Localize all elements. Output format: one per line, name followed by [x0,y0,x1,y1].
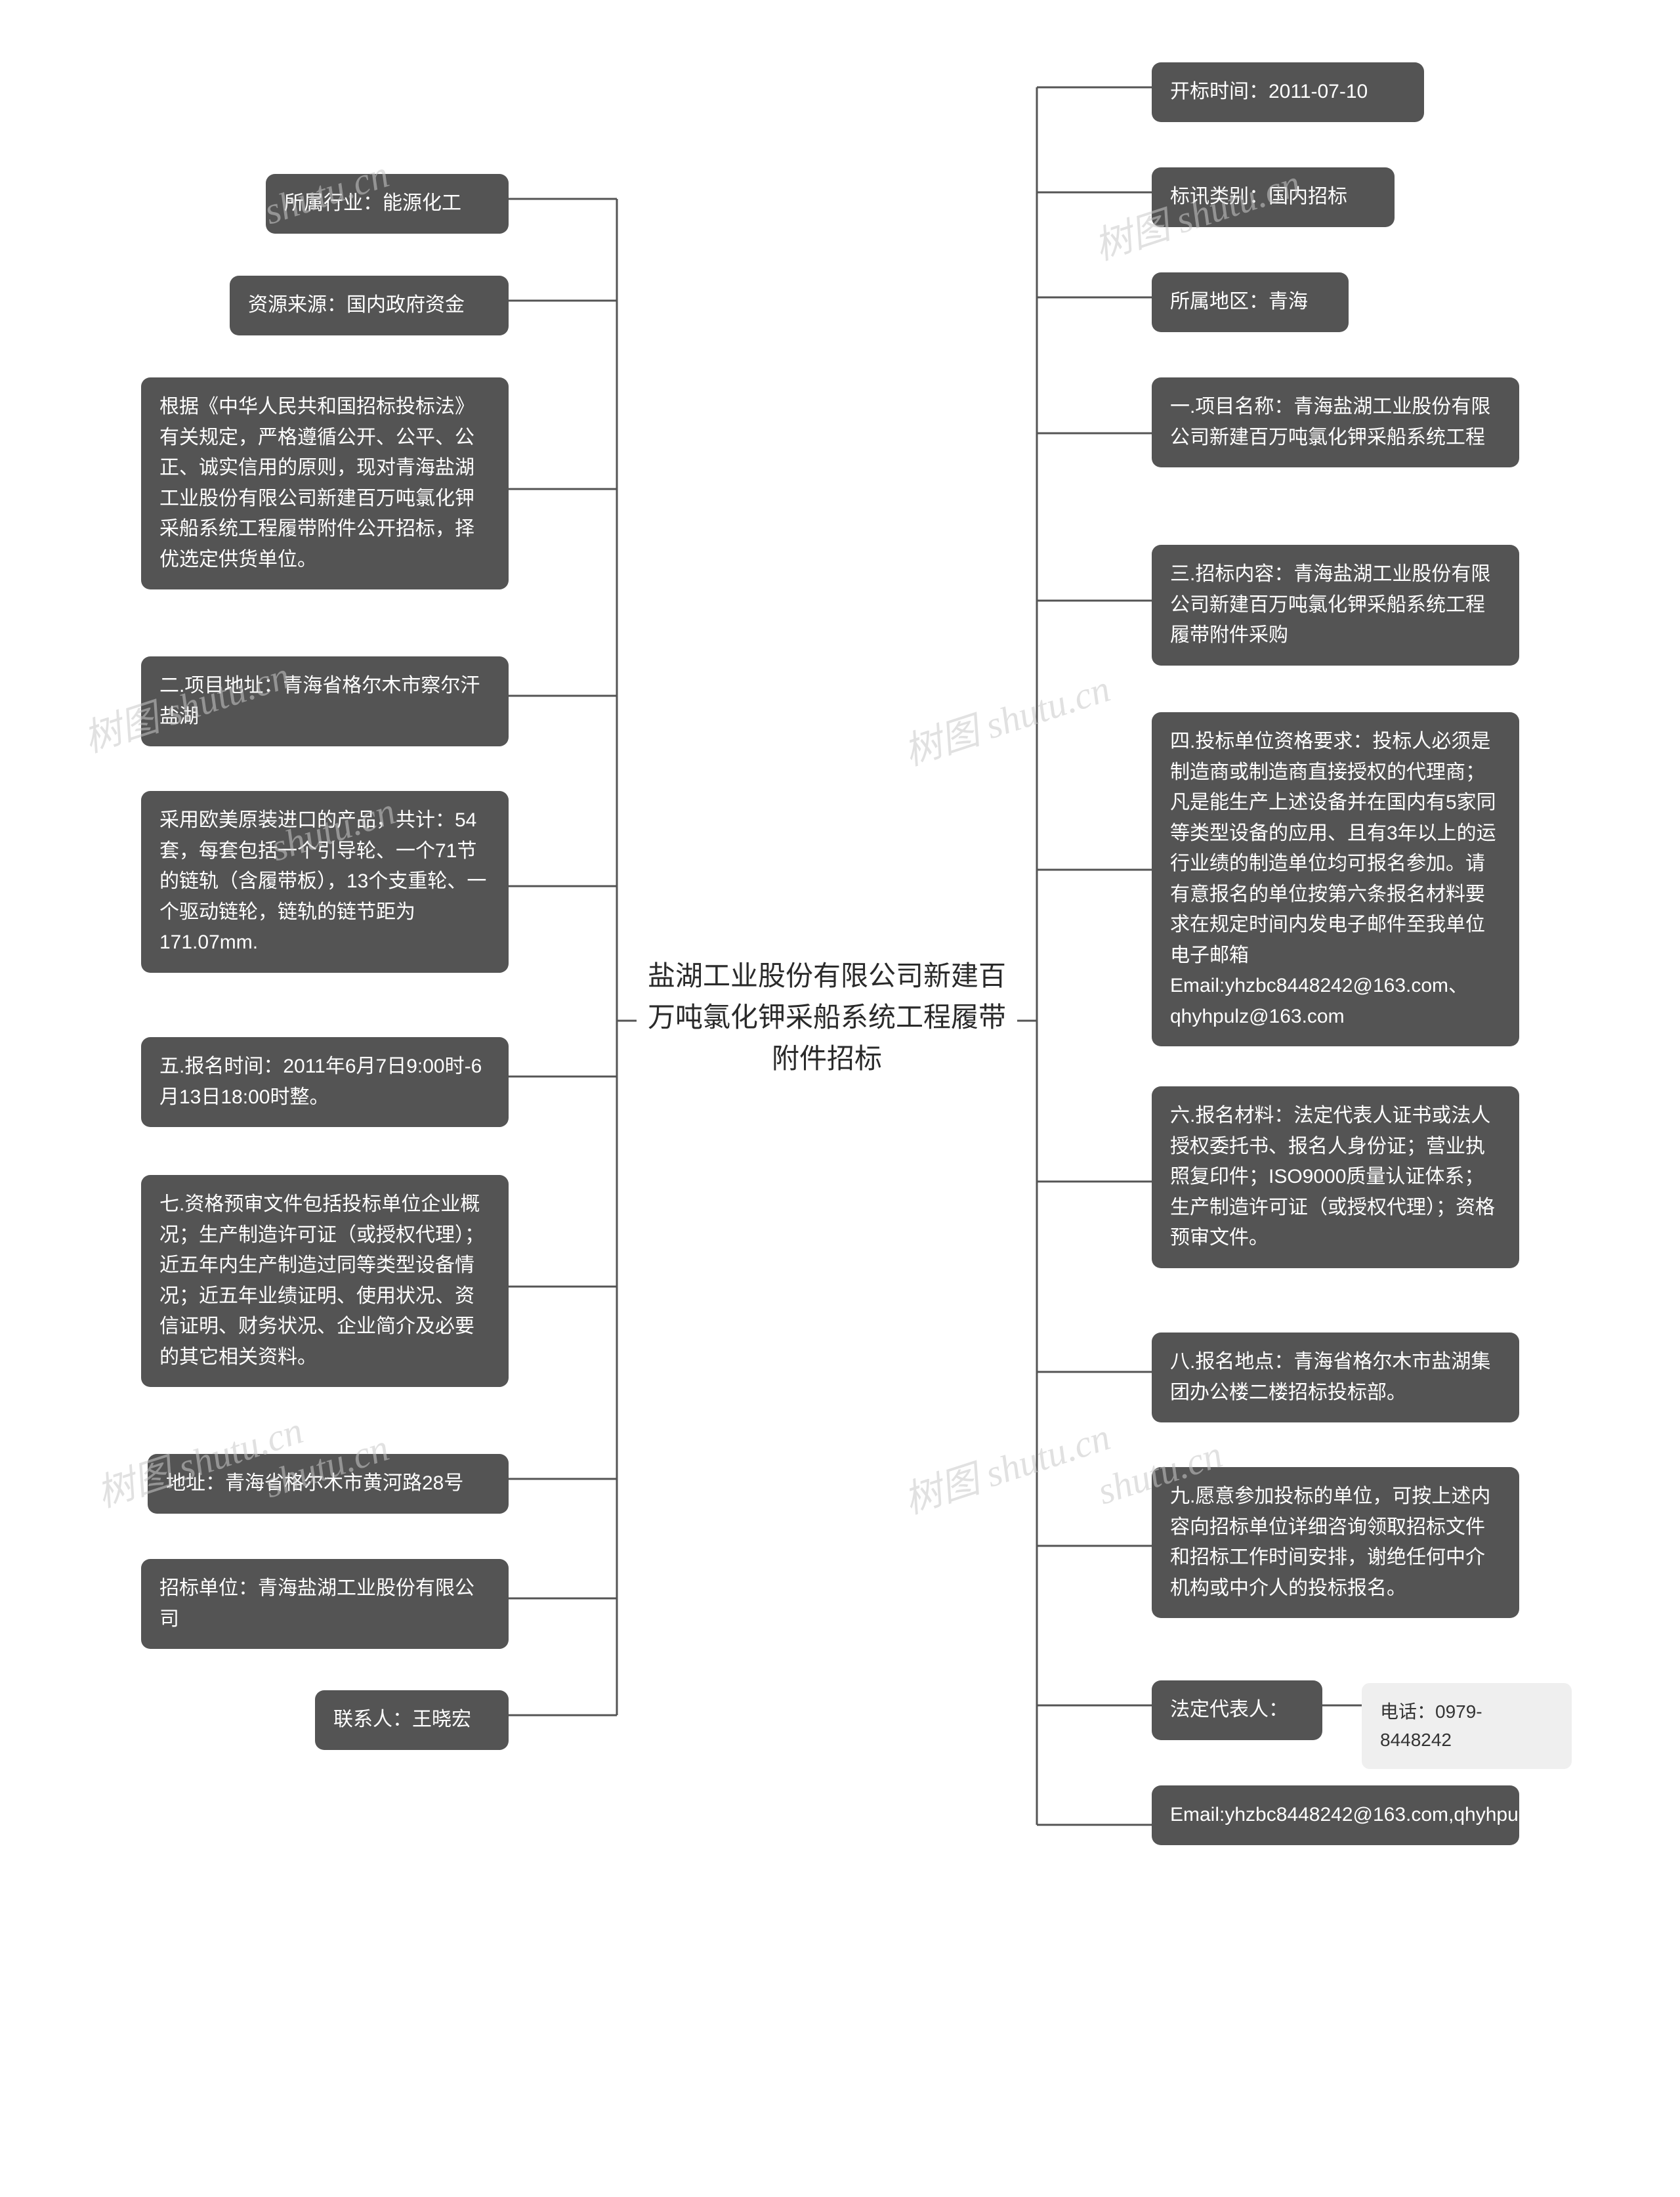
mindmap-node: 标讯类别：国内招标 [1152,167,1395,227]
mindmap-node: 六.报名材料：法定代表人证书或法人授权委托书、报名人身份证；营业执照复印件；IS… [1152,1086,1519,1268]
mindmap-node: 一.项目名称：青海盐湖工业股份有限公司新建百万吨氯化钾采船系统工程 [1152,377,1519,467]
mindmap-node: 采用欧美原装进口的产品，共计：54套，每套包括一个引导轮、一个71节的链轨（含履… [141,791,509,973]
mindmap-node: 七.资格预审文件包括投标单位企业概况；生产制造许可证（或授权代理）；近五年内生产… [141,1175,509,1387]
center-topic: 盐湖工业股份有限公司新建百万吨氯化钾采船系统工程履带附件招标 [643,955,1011,1079]
mindmap-node: 招标单位：青海盐湖工业股份有限公司 [141,1559,509,1649]
mindmap-node: 八.报名地点：青海省格尔木市盐湖集团办公楼二楼招标投标部。 [1152,1333,1519,1422]
mindmap-node: 九.愿意参加投标的单位，可按上述内容向招标单位详细咨询领取招标文件和招标工作时间… [1152,1467,1519,1618]
mindmap-node: 四.投标单位资格要求：投标人必须是制造商或制造商直接授权的代理商；凡是能生产上述… [1152,712,1519,1046]
mindmap-node: 联系人：王晓宏 [315,1690,509,1750]
mindmap-node: 地址：青海省格尔木市黄河路28号 [148,1454,509,1514]
mindmap-node: Email:yhzbc8448242@163.com,qhyhpulz@163.… [1152,1785,1519,1845]
mindmap-node: 五.报名时间：2011年6月7日9:00时-6月13日18:00时整。 [141,1037,509,1127]
mindmap-node: 所属行业：能源化工 [266,174,509,234]
mindmap-node: 所属地区：青海 [1152,272,1349,332]
watermark: 树图 shutu.cn [896,658,1116,776]
watermark: 树图 shutu.cn [896,1406,1116,1524]
mindmap-node: 电话：0979-8448242 [1362,1683,1572,1769]
mindmap-node: 开标时间：2011-07-10 [1152,62,1424,122]
mindmap-node: 二.项目地址：青海省格尔木市察尔汗盐湖 [141,656,509,746]
mindmap-node: 根据《中华人民共和国招标投标法》有关规定，严格遵循公开、公平、公正、诚实信用的原… [141,377,509,589]
mindmap-node: 法定代表人： [1152,1680,1322,1740]
mindmap-node: 资源来源：国内政府资金 [230,276,509,335]
mindmap-node: 三.招标内容：青海盐湖工业股份有限公司新建百万吨氯化钾采船系统工程履带附件采购 [1152,545,1519,666]
